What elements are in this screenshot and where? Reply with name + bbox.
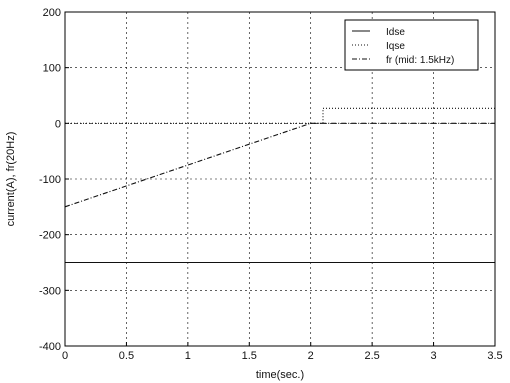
x-tick-label: 2: [308, 350, 314, 362]
legend: Idse Iqse fr (mid: 1.5kHz): [344, 19, 479, 71]
legend-label-idse: Idse: [386, 27, 405, 38]
x-axis-label: time(sec.): [256, 369, 304, 381]
plot-lines: [64, 107, 495, 264]
x-tick-label: 3: [431, 350, 437, 362]
y-tick-label: -100: [39, 174, 61, 186]
x-tick-label: 1: [185, 350, 191, 362]
x-tick-label: 3.5: [487, 350, 502, 362]
x-tick-label: 0.5: [119, 350, 134, 362]
legend-label-iqse: Iqse: [386, 41, 405, 52]
y-tick-label: 100: [43, 63, 61, 75]
series-line-iqse: [65, 107, 495, 124]
y-tick-label: 200: [43, 7, 61, 19]
y-tick-label: 0: [55, 118, 61, 130]
y-axis: -400 -300 -200 -100 0 100 200: [39, 7, 69, 353]
y-tick-label: -400: [39, 341, 61, 353]
y-tick-label: -300: [39, 285, 61, 297]
x-axis: 0 0.5 1 1.5 2 2.5 3 3.5: [62, 342, 503, 362]
y-axis-label: current(A), fr(20Hz): [5, 132, 17, 227]
series-line-fr: [64, 122, 495, 208]
legend-label-fr: fr (mid: 1.5kHz): [386, 55, 454, 66]
x-tick-label: 1.5: [242, 350, 257, 362]
x-tick-label: 2.5: [364, 350, 379, 362]
y-tick-label: -200: [39, 230, 61, 242]
x-tick-label: 0: [62, 350, 68, 362]
